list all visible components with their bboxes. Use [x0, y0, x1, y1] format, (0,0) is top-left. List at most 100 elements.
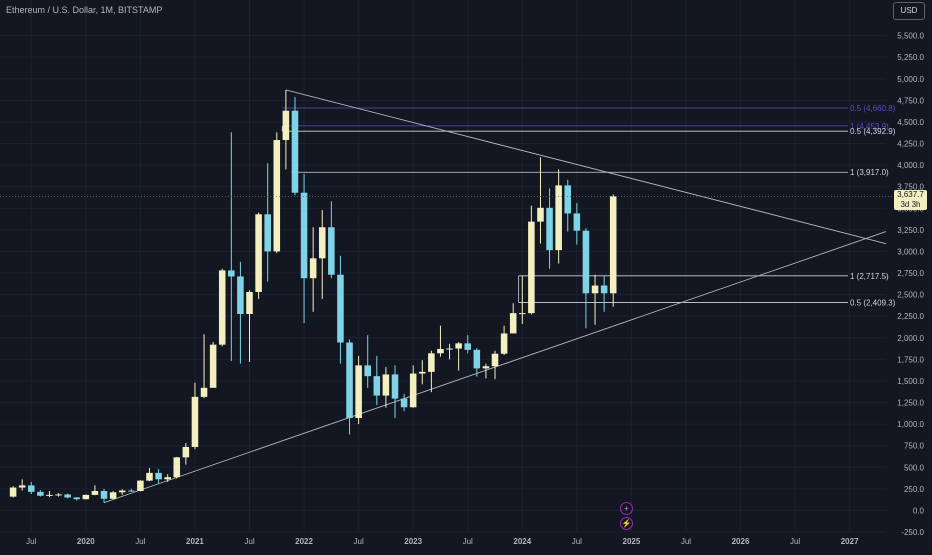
x-tick-label: 2022: [295, 537, 313, 546]
candle-body: [600, 285, 608, 294]
candle-body: [100, 490, 108, 499]
candle-body: [346, 342, 353, 419]
candle-down: [364, 335, 371, 388]
candle-up: [382, 367, 390, 408]
candle-body: [446, 348, 453, 350]
candle-body: [573, 213, 581, 231]
candle-body: [28, 485, 35, 492]
candle-up: [591, 274, 599, 325]
candle-up: [282, 89, 290, 170]
candle-up: [46, 490, 53, 498]
y-tick-label: 1,250.0: [897, 399, 924, 408]
candle-body: [300, 192, 308, 279]
candle-body: [18, 485, 26, 488]
candle-body: [228, 270, 235, 277]
candle-down: [473, 348, 481, 377]
y-tick-label: 3,250.0: [897, 226, 924, 235]
candle-body: [291, 110, 299, 193]
candle-body: [155, 472, 162, 480]
x-tick-label: 2025: [623, 537, 641, 546]
candle-up: [109, 490, 117, 500]
candle-body: [428, 353, 435, 372]
candle-down: [582, 228, 590, 329]
candle-down: [73, 497, 81, 501]
candle-down: [546, 188, 553, 269]
candle-up: [491, 350, 499, 380]
candle-body: [582, 230, 590, 294]
candle-up: [418, 360, 426, 385]
candle-body: [237, 276, 244, 315]
candle-up: [255, 212, 262, 299]
fib-levels: 0.5 (4,660.8) 1 (4,453.9)0.5 (4,392.9) 1 (…: [281, 104, 896, 307]
x-tick-label: 2020: [77, 537, 95, 546]
candle-up: [209, 342, 217, 388]
candle-down: [28, 481, 35, 495]
candle-down: [237, 261, 244, 364]
x-tick-label: 2021: [186, 537, 204, 546]
y-tick-label: 5,500.0: [897, 32, 924, 41]
y-tick-label: 4,750.0: [897, 96, 924, 105]
fib-level-label: 0.5 (2,409.3): [850, 298, 896, 307]
candle-down: [100, 488, 108, 503]
candle-body: [591, 285, 599, 294]
candle-body: [91, 490, 99, 495]
candle-body: [173, 457, 181, 478]
x-tick-label: Jul: [354, 537, 364, 546]
symbol-title: Ethereum / U.S. Dollar, 1M, BITSTAMP: [6, 5, 163, 15]
candle-down: [346, 339, 353, 435]
candle-body: [109, 492, 117, 499]
grid-layer: [0, 0, 886, 533]
candle-up: [455, 342, 462, 371]
candle-up: [218, 268, 226, 347]
currency-button[interactable]: USD: [893, 2, 925, 20]
x-tick-label: Jul: [681, 537, 691, 546]
candle-down: [328, 201, 335, 279]
candle-body: [9, 487, 17, 497]
candle-up: [537, 157, 544, 244]
candle-down: [128, 488, 135, 492]
candle-body: [318, 227, 326, 259]
candle-body: [209, 344, 217, 388]
candle-down: [400, 393, 408, 412]
candle-up: [118, 489, 126, 495]
candle-down: [573, 203, 581, 245]
candle-down: [391, 365, 399, 419]
candle-body: [437, 348, 444, 354]
candle-down: [300, 173, 308, 324]
y-tick-label: 1,500.0: [897, 377, 924, 386]
candle-body: [546, 207, 553, 251]
fib-level-label: 0.5 (4,392.9): [850, 127, 896, 136]
candle-up: [519, 275, 526, 324]
candle-down: [64, 493, 71, 499]
candle-body: [273, 140, 281, 252]
candle-up: [428, 350, 435, 393]
y-tick-label: 2,750.0: [897, 269, 924, 278]
candle-body: [409, 373, 417, 408]
candle-body: [609, 196, 617, 294]
x-tick-label: Jul: [26, 537, 36, 546]
plus-circle-icon[interactable]: +: [620, 502, 633, 515]
candle-body: [418, 371, 426, 374]
candle-body: [137, 480, 144, 491]
candle-body: [391, 374, 399, 399]
candle-body: [337, 274, 344, 343]
y-tick-label: 250.0: [904, 485, 925, 494]
fib-level-label: 0.5 (4,660.8): [850, 104, 896, 113]
candle-up: [409, 365, 417, 408]
candle-body: [328, 227, 335, 275]
candle-down: [291, 96, 299, 196]
candle-body: [509, 313, 517, 334]
candle-up: [318, 209, 326, 299]
y-tick-label: 1,750.0: [897, 355, 924, 364]
y-tick-label: 2,250.0: [897, 312, 924, 321]
current-price-tag: 3,637.7 3d 3h: [894, 190, 927, 210]
candle-body: [128, 490, 135, 492]
candle-body: [37, 491, 44, 496]
lightning-circle-icon[interactable]: ⚡: [620, 517, 633, 530]
candle-body: [482, 366, 490, 369]
candle-body: [364, 365, 371, 377]
candle-body: [473, 349, 481, 369]
candle-up: [191, 382, 199, 450]
